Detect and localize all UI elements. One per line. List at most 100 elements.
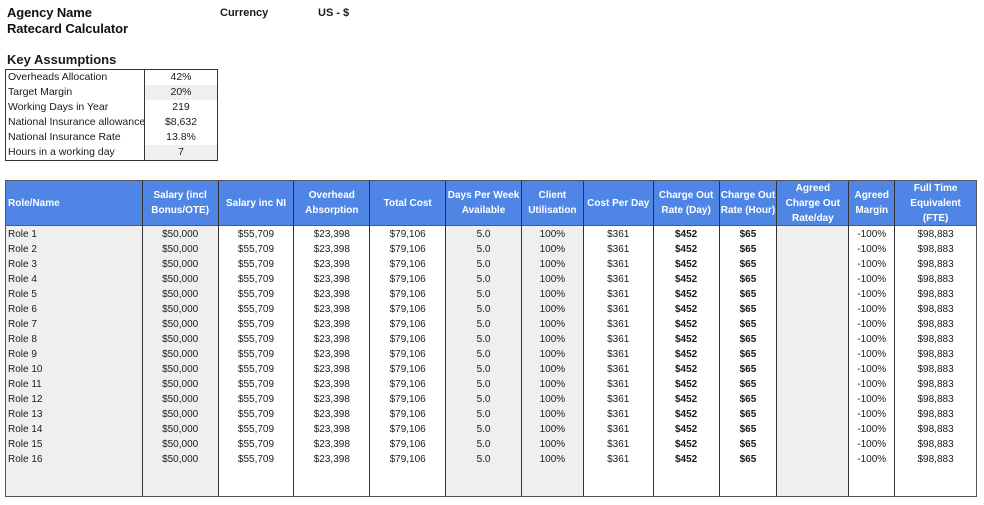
cell-agreed-rate[interactable] bbox=[777, 422, 848, 437]
cell-charge-hour[interactable]: $65 bbox=[739, 364, 757, 375]
cell-role[interactable]: Role 1 bbox=[8, 229, 37, 240]
cell-fte[interactable]: $98,883 bbox=[917, 454, 954, 465]
cell-days-per-week[interactable]: 5.0 bbox=[476, 319, 491, 330]
cell-days-per-week[interactable]: 5.0 bbox=[476, 394, 491, 405]
column-header-fte[interactable]: Full Time Equivalent (FTE) bbox=[895, 181, 976, 226]
cell-utilisation[interactable]: 100% bbox=[539, 454, 566, 465]
cell-overhead[interactable]: $23,398 bbox=[313, 319, 350, 330]
cell-agreed-rate[interactable] bbox=[777, 392, 848, 407]
cell-agreed-margin[interactable]: -100% bbox=[857, 439, 887, 450]
cell-salary[interactable]: $50,000 bbox=[162, 379, 199, 390]
cell-fte[interactable]: $98,883 bbox=[917, 229, 954, 240]
cell-overhead[interactable]: $23,398 bbox=[313, 289, 350, 300]
cell-utilisation[interactable]: 100% bbox=[539, 304, 566, 315]
cell-utilisation[interactable]: 100% bbox=[539, 394, 566, 405]
cell-charge-hour[interactable]: $65 bbox=[739, 454, 757, 465]
cell-cost-per-day[interactable]: $361 bbox=[607, 394, 630, 405]
cell-days-per-week[interactable]: 5.0 bbox=[476, 439, 491, 450]
cell-agreed-margin[interactable]: -100% bbox=[857, 424, 887, 435]
cell-total-cost[interactable]: $79,106 bbox=[389, 244, 426, 255]
cell-charge-day[interactable]: $452 bbox=[674, 349, 698, 360]
cell-days-per-week[interactable]: 5.0 bbox=[476, 289, 491, 300]
column-header-agreed-rate[interactable]: Agreed Charge Out Rate/day bbox=[777, 181, 849, 226]
cell-utilisation[interactable]: 100% bbox=[539, 334, 566, 345]
cell-role[interactable]: Role 7 bbox=[8, 319, 37, 330]
assumption-value-cell[interactable]: 219 bbox=[172, 101, 190, 113]
cell-salary-ni[interactable]: $55,709 bbox=[237, 334, 275, 345]
cell-charge-hour[interactable]: $65 bbox=[739, 304, 757, 315]
column-header-days-per-week[interactable]: Days Per Week Available bbox=[446, 181, 521, 226]
cell-cost-per-day[interactable]: $361 bbox=[607, 274, 630, 285]
cell-salary-ni[interactable]: $55,709 bbox=[237, 304, 275, 315]
cell-cost-per-day[interactable]: $361 bbox=[607, 439, 630, 450]
cell-fte[interactable]: $98,883 bbox=[917, 424, 954, 435]
cell-days-per-week[interactable]: 5.0 bbox=[476, 244, 491, 255]
cell-fte[interactable]: $98,883 bbox=[917, 439, 954, 450]
cell-utilisation[interactable]: 100% bbox=[539, 379, 566, 390]
cell-utilisation[interactable]: 100% bbox=[539, 349, 566, 360]
cell-agreed-rate[interactable] bbox=[777, 347, 848, 362]
cell-agreed-rate[interactable] bbox=[777, 377, 848, 392]
cell-overhead[interactable]: $23,398 bbox=[313, 259, 350, 270]
cell-overhead[interactable]: $23,398 bbox=[313, 229, 350, 240]
cell-overhead[interactable]: $23,398 bbox=[313, 364, 350, 375]
cell-role[interactable]: Role 6 bbox=[8, 304, 37, 315]
cell-total-cost[interactable]: $79,106 bbox=[389, 379, 426, 390]
cell-overhead[interactable]: $23,398 bbox=[313, 409, 350, 420]
cell-charge-day[interactable]: $452 bbox=[674, 409, 698, 420]
column-header-overhead[interactable]: Overhead Absorption bbox=[294, 181, 370, 226]
assumption-value-cell[interactable]: 7 bbox=[144, 145, 218, 161]
cell-overhead[interactable]: $23,398 bbox=[313, 349, 350, 360]
cell-agreed-margin[interactable]: -100% bbox=[857, 394, 887, 405]
cell-days-per-week[interactable]: 5.0 bbox=[476, 334, 491, 345]
cell-fte[interactable]: $98,883 bbox=[917, 364, 954, 375]
cell-charge-day[interactable]: $452 bbox=[674, 364, 698, 375]
cell-charge-hour[interactable]: $65 bbox=[739, 259, 757, 270]
cell-salary-ni[interactable]: $55,709 bbox=[237, 379, 275, 390]
cell-agreed-rate[interactable] bbox=[777, 257, 848, 272]
cell-agreed-margin[interactable]: -100% bbox=[857, 244, 887, 255]
cell-agreed-rate[interactable] bbox=[777, 317, 848, 332]
cell-agreed-rate[interactable] bbox=[777, 242, 848, 257]
cell-cost-per-day[interactable]: $361 bbox=[607, 319, 630, 330]
cell-charge-day[interactable]: $452 bbox=[674, 274, 698, 285]
cell-utilisation[interactable]: 100% bbox=[539, 274, 566, 285]
cell-charge-day[interactable]: $452 bbox=[674, 259, 698, 270]
cell-charge-hour[interactable]: $65 bbox=[739, 274, 757, 285]
cell-salary-ni[interactable]: $55,709 bbox=[237, 319, 275, 330]
cell-agreed-margin[interactable]: -100% bbox=[857, 259, 887, 270]
cell-fte[interactable]: $98,883 bbox=[917, 289, 954, 300]
currency-value-cell[interactable]: US - $ bbox=[318, 7, 350, 19]
cell-total-cost[interactable]: $79,106 bbox=[389, 274, 426, 285]
cell-overhead[interactable]: $23,398 bbox=[313, 274, 350, 285]
column-header-salary[interactable]: Salary (incl Bonus/OTE) bbox=[142, 181, 218, 226]
cell-charge-day[interactable]: $452 bbox=[674, 319, 698, 330]
cell-role[interactable]: Role 14 bbox=[8, 424, 43, 435]
cell-total-cost[interactable]: $79,106 bbox=[389, 454, 426, 465]
cell-salary[interactable]: $50,000 bbox=[162, 424, 199, 435]
cell-salary[interactable]: $50,000 bbox=[162, 274, 199, 285]
cell-total-cost[interactable]: $79,106 bbox=[389, 439, 426, 450]
column-header-charge-hour[interactable]: Charge Out Rate (Hour) bbox=[719, 181, 777, 226]
cell-charge-hour[interactable]: $65 bbox=[739, 439, 757, 450]
cell-charge-hour[interactable]: $65 bbox=[739, 424, 757, 435]
cell-fte[interactable]: $98,883 bbox=[917, 259, 954, 270]
cell-charge-day[interactable]: $452 bbox=[674, 229, 698, 240]
assumption-value-cell[interactable]: $8,632 bbox=[164, 116, 198, 128]
cell-role[interactable]: Role 8 bbox=[8, 334, 37, 345]
cell-salary-ni[interactable]: $55,709 bbox=[237, 439, 275, 450]
cell-overhead[interactable]: $23,398 bbox=[313, 379, 350, 390]
cell-overhead[interactable]: $23,398 bbox=[313, 394, 350, 405]
cell-agreed-margin[interactable]: -100% bbox=[857, 229, 887, 240]
cell-charge-day[interactable]: $452 bbox=[674, 439, 698, 450]
cell-role[interactable]: Role 16 bbox=[8, 454, 43, 465]
cell-charge-hour[interactable]: $65 bbox=[739, 289, 757, 300]
cell-charge-hour[interactable]: $65 bbox=[739, 319, 757, 330]
cell-days-per-week[interactable]: 5.0 bbox=[476, 259, 491, 270]
cell-days-per-week[interactable]: 5.0 bbox=[476, 424, 491, 435]
cell-utilisation[interactable]: 100% bbox=[539, 244, 566, 255]
assumption-value-cell[interactable]: 42% bbox=[170, 71, 192, 83]
cell-cost-per-day[interactable]: $361 bbox=[607, 304, 630, 315]
cell-salary-ni[interactable]: $55,709 bbox=[237, 244, 275, 255]
cell-salary-ni[interactable]: $55,709 bbox=[237, 454, 275, 465]
